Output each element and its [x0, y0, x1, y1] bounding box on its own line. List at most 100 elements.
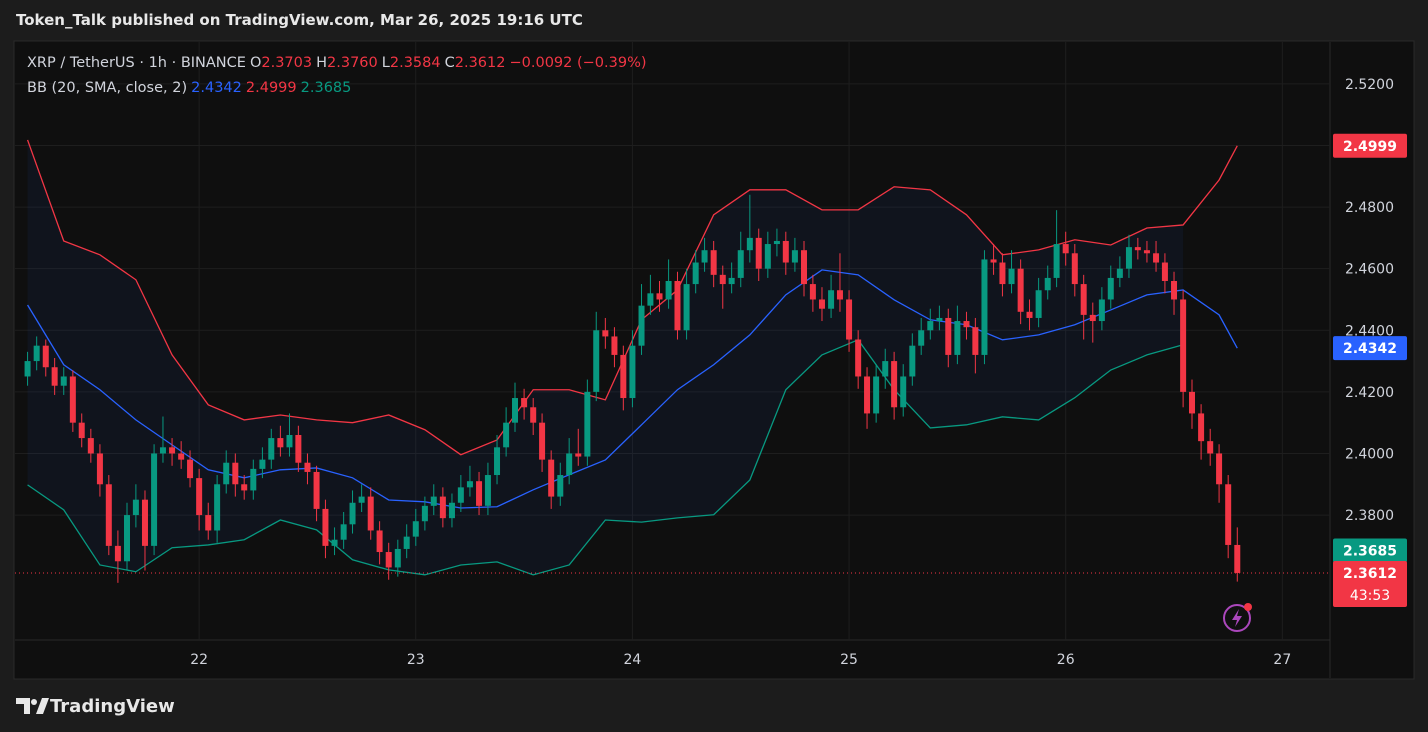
candle-body	[927, 321, 934, 331]
candle-body	[421, 505, 428, 522]
candle-body	[331, 539, 338, 546]
y-tick-label: 2.4000	[1345, 446, 1394, 462]
y-tick-label: 2.3800	[1345, 508, 1394, 524]
candle-body	[584, 391, 591, 457]
ohlc-name: L	[381, 55, 390, 71]
candle-body	[1062, 244, 1069, 254]
candle-body	[367, 496, 374, 531]
candle-body	[990, 259, 997, 263]
candle-body	[945, 317, 952, 355]
candle-body	[87, 438, 94, 454]
indicator-value: 2.4999	[245, 80, 297, 96]
candle-body	[232, 462, 239, 485]
candle-body	[864, 376, 871, 414]
candle-body	[981, 259, 988, 355]
candle-body	[846, 299, 853, 340]
candle-body	[629, 345, 636, 399]
candle-body	[900, 376, 907, 408]
candle-body	[205, 515, 212, 531]
candle-body	[476, 481, 483, 506]
price-tag	[1333, 560, 1407, 607]
ohlc-value: 2.3760	[327, 55, 378, 71]
candle-body	[1143, 250, 1150, 254]
indicator-value: 2.3685	[300, 80, 352, 96]
candle-body	[223, 462, 230, 485]
candle-body	[33, 345, 40, 362]
candle-body	[259, 459, 266, 469]
ohlc-value: 2.3584	[389, 55, 441, 71]
candle-body	[1107, 277, 1114, 300]
candle-body	[151, 453, 158, 546]
candle-body	[1189, 391, 1196, 414]
candle-body	[575, 453, 582, 457]
candle-body	[132, 499, 139, 516]
candle-body	[60, 376, 67, 386]
candle-body	[791, 250, 798, 263]
candle-body	[250, 468, 257, 491]
y-tick-label: 2.4400	[1345, 323, 1394, 339]
candle-body	[602, 330, 609, 337]
candle-body	[710, 250, 717, 275]
candle-body	[1017, 268, 1024, 312]
candle-body	[78, 422, 85, 439]
candle-body	[241, 484, 248, 491]
indicator-value: 2.4342	[191, 80, 242, 96]
candle-body	[196, 478, 203, 516]
indicator-name: BB (20, SMA, close, 2)	[27, 80, 188, 96]
candle-body	[755, 237, 762, 269]
candle-body	[466, 481, 473, 488]
candle-body	[728, 277, 735, 285]
candle-body	[701, 250, 708, 263]
y-tick-label: 2.4200	[1345, 385, 1394, 401]
candle-body	[1161, 262, 1168, 282]
x-tick-label: 25	[840, 652, 858, 668]
candle-body	[674, 281, 681, 331]
candle-body	[1044, 277, 1051, 291]
candle-body	[954, 321, 961, 355]
candle-body	[340, 524, 347, 540]
candle-body	[719, 274, 726, 285]
candle-body	[692, 262, 699, 285]
candle-body	[873, 376, 880, 414]
candle-body	[566, 453, 573, 476]
candle-body	[855, 339, 862, 377]
indicator-legend: BB (20, SMA, close, 2) 2.4342 2.4999 2.3685	[27, 80, 355, 96]
candle-body	[611, 336, 618, 355]
candle-body	[548, 459, 555, 497]
price-tag-label: 2.3685	[1343, 543, 1397, 559]
candle-body	[909, 345, 916, 377]
candle-body	[836, 290, 843, 300]
candle-body	[620, 354, 627, 399]
publish-header: Token_Talk published on TradingView.com,…	[16, 11, 583, 29]
candle-body	[918, 330, 925, 346]
candle-body	[521, 398, 528, 408]
symbol-legend: XRP / TetherUS · 1h · BINANCE O2.3703 H2.3…	[27, 55, 651, 71]
candle-body	[1180, 299, 1187, 392]
candle-body	[69, 376, 76, 423]
candle-body	[746, 237, 753, 251]
candle-body	[1153, 253, 1160, 263]
candle-body	[683, 284, 690, 331]
candle-body	[539, 422, 546, 460]
candle-body	[782, 240, 789, 263]
candle-body	[214, 484, 221, 531]
candle-body	[51, 367, 58, 386]
candle-body	[1125, 247, 1132, 269]
candle-body	[124, 515, 131, 562]
candle-body	[105, 484, 112, 546]
candle-body	[818, 299, 825, 309]
x-tick-label: 22	[190, 652, 208, 668]
candle-body	[494, 447, 501, 476]
candle-body	[24, 361, 31, 377]
candle-body	[665, 281, 672, 300]
candle-body	[295, 434, 302, 463]
candle-body	[593, 330, 600, 392]
candle-body	[1171, 281, 1178, 300]
candle-body	[1207, 441, 1214, 454]
candle-body	[1026, 311, 1033, 318]
candle-body	[1216, 453, 1223, 485]
candle-body	[187, 459, 194, 479]
candle-body	[1080, 284, 1087, 315]
candle-body	[448, 502, 455, 519]
price-tag-label: 2.4999	[1343, 139, 1397, 155]
